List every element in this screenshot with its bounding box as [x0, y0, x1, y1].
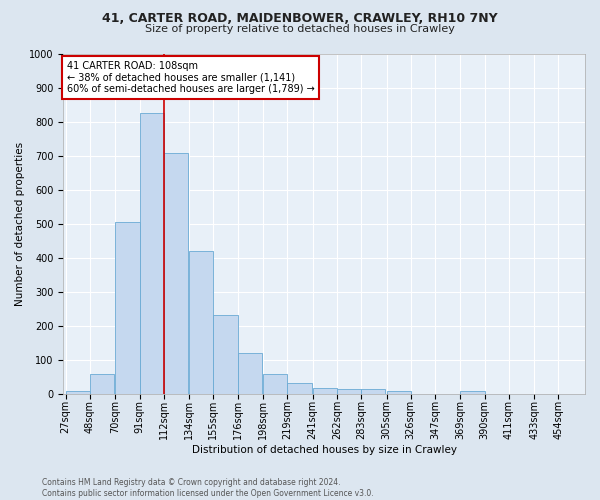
Text: Contains HM Land Registry data © Crown copyright and database right 2024.
Contai: Contains HM Land Registry data © Crown c…	[42, 478, 374, 498]
Y-axis label: Number of detached properties: Number of detached properties	[15, 142, 25, 306]
Bar	[140, 114, 164, 394]
Bar	[214, 314, 238, 394]
Bar	[386, 392, 411, 394]
Bar	[164, 152, 188, 394]
X-axis label: Distribution of detached houses by size in Crawley: Distribution of detached houses by size …	[191, 445, 457, 455]
Bar	[460, 391, 485, 394]
Bar	[313, 388, 337, 394]
Text: 41 CARTER ROAD: 108sqm
← 38% of detached houses are smaller (1,141)
60% of semi-: 41 CARTER ROAD: 108sqm ← 38% of detached…	[67, 61, 314, 94]
Bar	[337, 390, 361, 394]
Bar	[115, 222, 140, 394]
Bar	[287, 383, 311, 394]
Bar	[189, 251, 214, 394]
Bar	[238, 354, 262, 394]
Bar	[65, 391, 90, 394]
Text: Size of property relative to detached houses in Crawley: Size of property relative to detached ho…	[145, 24, 455, 34]
Text: 41, CARTER ROAD, MAIDENBOWER, CRAWLEY, RH10 7NY: 41, CARTER ROAD, MAIDENBOWER, CRAWLEY, R…	[102, 12, 498, 26]
Bar	[361, 390, 385, 394]
Bar	[263, 374, 287, 394]
Bar	[90, 374, 114, 394]
